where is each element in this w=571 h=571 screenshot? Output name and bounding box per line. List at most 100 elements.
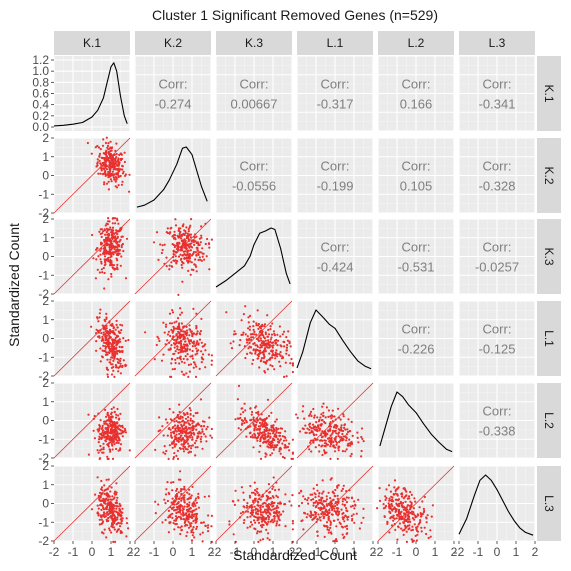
scatter-point: [321, 453, 324, 457]
scatter-point: [314, 496, 317, 499]
scatter-point: [246, 526, 249, 529]
scatter-point: [116, 357, 119, 360]
scatter-point: [195, 270, 198, 273]
scatter-point: [349, 505, 353, 508]
scatter-point: [196, 330, 199, 333]
scatter-point: [349, 430, 352, 433]
scatter-point: [260, 432, 263, 435]
scatter-point: [196, 350, 199, 353]
scatter-point: [396, 504, 400, 507]
scatter-point: [114, 235, 117, 238]
scatter-point: [112, 497, 115, 500]
scatter-point: [275, 428, 278, 431]
panel-L.3-L.3: [458, 465, 536, 542]
scatter-point: [104, 499, 107, 502]
scatter-point: [316, 438, 319, 441]
scatter-point: [125, 237, 129, 240]
panel-K.2-K.2: [134, 137, 212, 214]
scatter-point: [242, 505, 245, 508]
scatter-point: [427, 536, 430, 540]
scatter-point: [335, 441, 339, 444]
scatter-point: [255, 337, 259, 340]
scatter-point: [327, 531, 330, 534]
scatter-point: [87, 453, 90, 456]
corr-value: -0.338: [479, 424, 516, 439]
scatter-point: [106, 433, 109, 436]
scatter-point: [120, 246, 123, 249]
scatter-point: [113, 375, 116, 378]
scatter-point: [275, 522, 278, 525]
scatter-point: [289, 362, 292, 365]
scatter-point: [178, 348, 181, 351]
scatter-point: [127, 527, 130, 530]
scatter-point: [114, 168, 117, 171]
scatter-point: [106, 432, 109, 435]
corr-label: Corr:: [402, 159, 431, 174]
scatter-point: [329, 425, 332, 428]
scatter-point: [171, 512, 174, 515]
scatter-point: [190, 218, 193, 221]
scatter-point: [175, 492, 179, 496]
x-tick-label: 2: [208, 545, 215, 559]
scatter-point: [112, 251, 115, 254]
scatter-point: [336, 497, 339, 500]
scatter-point: [124, 277, 128, 280]
scatter-point: [264, 433, 267, 436]
scatter-point: [197, 258, 200, 262]
scatter-point: [187, 442, 190, 445]
scatter-point: [115, 177, 118, 180]
scatter-point: [198, 332, 201, 335]
scatter-point: [180, 423, 183, 426]
scatter-point: [100, 355, 104, 358]
strip-row-K.1: [537, 56, 561, 131]
x-tick-label: 2: [370, 545, 377, 559]
scatter-point: [186, 358, 189, 361]
scatter-point: [106, 223, 109, 226]
scatter-point: [329, 497, 332, 500]
scatter-point: [201, 447, 204, 450]
scatter-point: [116, 431, 119, 434]
scatter-point: [162, 451, 165, 454]
scatter-point: [102, 499, 105, 502]
scatter-point: [400, 495, 404, 498]
scatter-point: [409, 520, 412, 524]
scatter-point: [115, 505, 118, 508]
scatter-point: [173, 420, 176, 423]
scatter-point: [167, 516, 170, 519]
scatter-point: [105, 430, 109, 433]
scatter-point: [185, 534, 188, 538]
scatter-point: [307, 502, 310, 505]
scatter-point: [110, 180, 113, 183]
scatter-point: [121, 364, 124, 367]
scatter-point: [170, 375, 173, 378]
scatter-point: [167, 457, 170, 460]
scatter-point: [192, 505, 195, 508]
scatter-point: [247, 347, 250, 350]
scatter-point: [410, 493, 413, 496]
reference-line: [296, 465, 374, 542]
scatter-point: [259, 457, 263, 460]
scatter-point: [178, 232, 181, 235]
scatter-point: [186, 344, 189, 347]
scatter-point: [186, 428, 189, 431]
strip-col-K.2: [135, 31, 211, 55]
scatter-point: [312, 498, 315, 501]
scatter-point: [263, 421, 266, 425]
scatter-point: [96, 449, 99, 452]
scatter-point: [251, 523, 254, 526]
scatter-point: [248, 494, 251, 497]
scatter-point: [98, 498, 101, 501]
scatter-point: [320, 413, 323, 416]
scatter-point: [171, 235, 174, 238]
scatter-point: [256, 418, 259, 421]
scatter-point: [283, 435, 286, 438]
scatter-point: [191, 502, 194, 505]
scatter-point: [182, 334, 185, 338]
scatter-point: [188, 334, 191, 337]
scatter-point: [330, 513, 333, 516]
scatter-point: [420, 526, 423, 529]
scatter-point: [113, 517, 116, 521]
x-tick-label: 1: [189, 545, 196, 559]
scatter-point: [114, 435, 117, 438]
scatter-point: [310, 498, 313, 502]
